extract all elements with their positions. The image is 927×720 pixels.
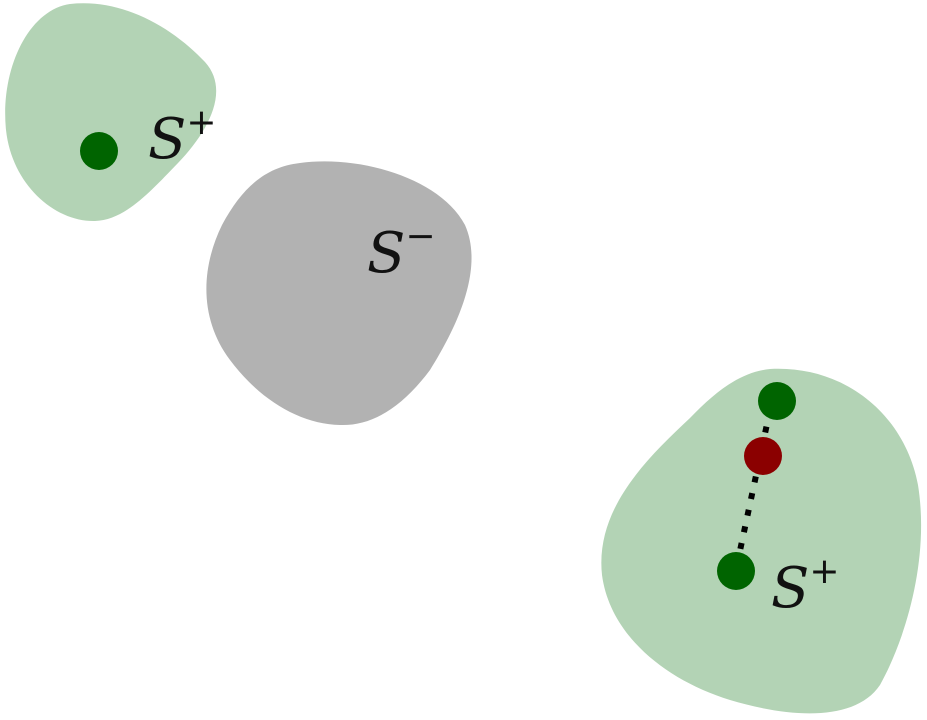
label-top-left: S+ [148, 102, 217, 172]
label-middle: S− [367, 216, 436, 286]
negative-region-middle [206, 161, 472, 426]
negative-point [744, 437, 782, 475]
positive-region-bottom-right [601, 368, 922, 714]
label-bottom-right: S+ [771, 551, 840, 621]
positive-point-upper-right [758, 382, 796, 420]
positive-point-top-left [80, 132, 118, 170]
positive-point-lower-right [717, 552, 755, 590]
positive-region-top-left [5, 3, 217, 222]
